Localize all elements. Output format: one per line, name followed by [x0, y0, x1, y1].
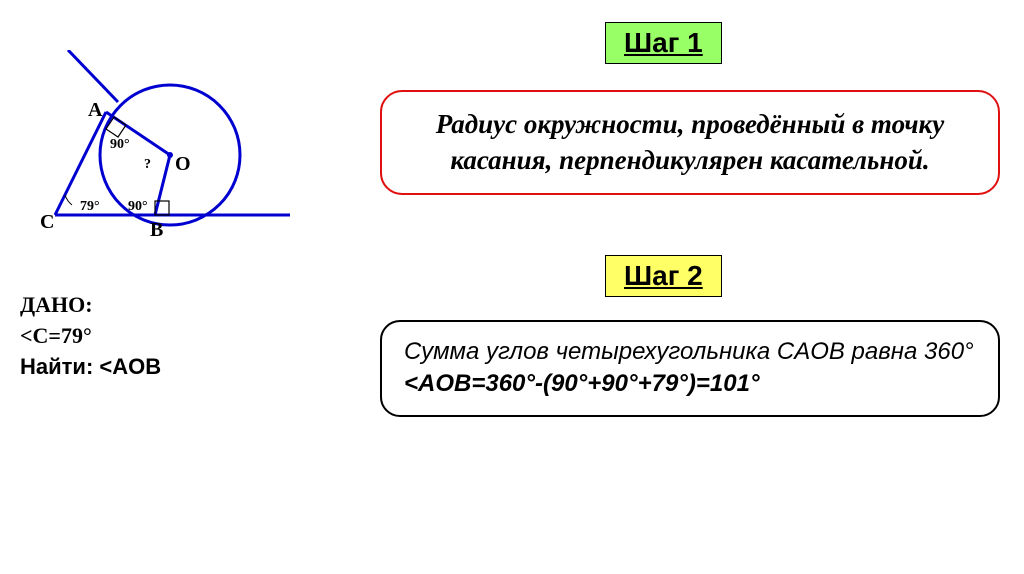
- step2-badge: Шаг 2: [605, 255, 722, 297]
- tangent-top: [68, 50, 118, 102]
- angle-question: ?: [144, 157, 151, 172]
- given-block: ДАНО: <C=79° Найти: <AOB: [20, 290, 161, 382]
- geometry-diagram: A C B O 90° ? 79° 90°: [10, 50, 290, 270]
- solution-box: Сумма углов четырехугольника CAOB равна …: [380, 320, 1000, 417]
- theorem-box: Радиус окружности, проведённый в точку к…: [380, 90, 1000, 195]
- step1-badge: Шаг 1: [605, 22, 722, 64]
- given-line1: <C=79°: [20, 321, 161, 352]
- label-b: B: [150, 219, 163, 241]
- solution-line2: <AOB=360°-(90°+90°+79°)=101°: [404, 368, 976, 400]
- solution-line1: Сумма углов четырехугольника CAOB равна …: [404, 336, 976, 368]
- seg-ob: [155, 155, 170, 215]
- find-value: <AOB: [99, 354, 161, 379]
- label-a: A: [88, 99, 103, 121]
- angle-79: 79°: [80, 199, 100, 214]
- given-find: Найти: <AOB: [20, 352, 161, 383]
- given-heading: ДАНО:: [20, 290, 161, 321]
- arc-c: [65, 195, 72, 205]
- diagram-svg: A C B O 90° ? 79° 90°: [10, 50, 290, 270]
- angle-90-a: 90°: [110, 137, 130, 152]
- label-c: C: [40, 211, 54, 233]
- label-o: O: [175, 153, 191, 175]
- find-label: Найти:: [20, 354, 99, 379]
- angle-90-b: 90°: [128, 199, 148, 214]
